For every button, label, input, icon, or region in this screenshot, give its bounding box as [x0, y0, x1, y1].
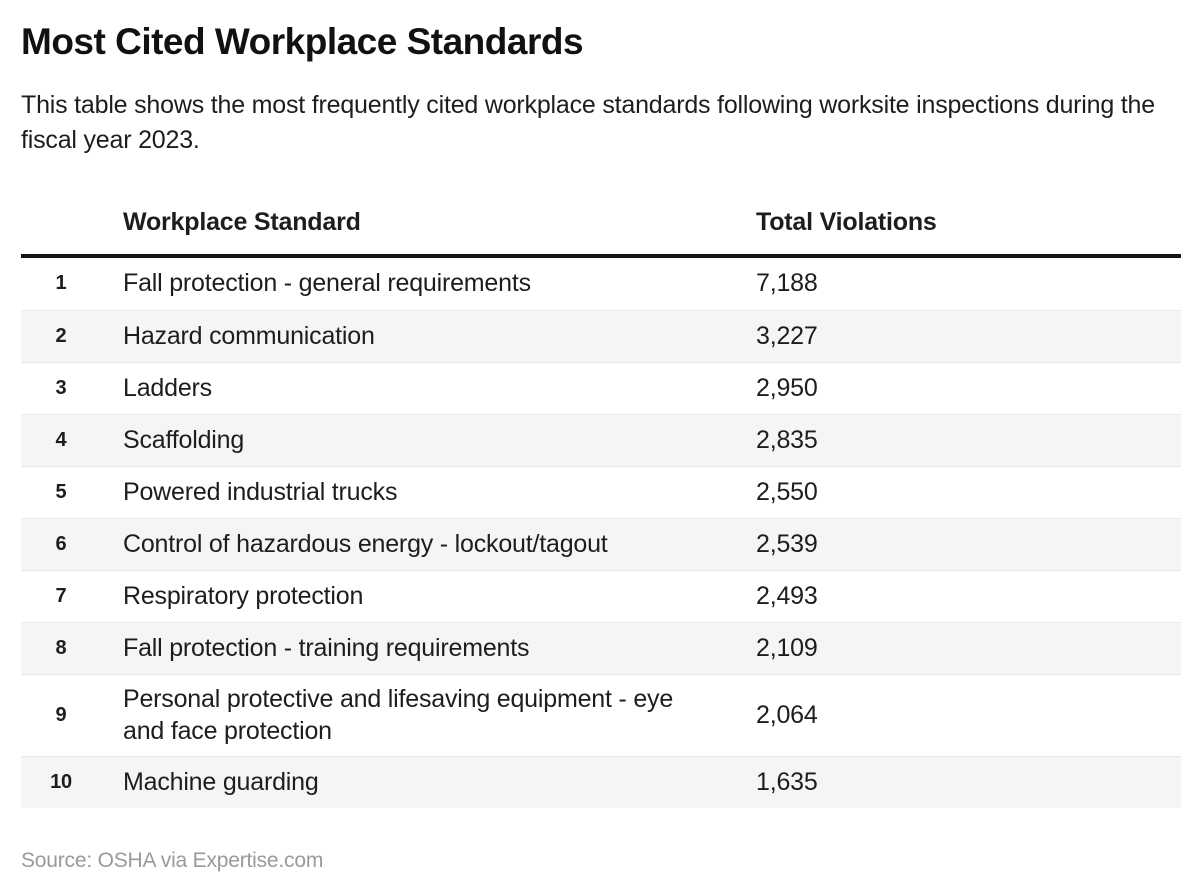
violations-cell: 3,227 [756, 321, 818, 350]
table-row: 3 Ladders 2,950 [21, 361, 1181, 414]
rank-cell: 2 [21, 325, 123, 348]
rank-value: 10 [50, 770, 72, 793]
table-header-row: Workplace Standard Total Violations [21, 208, 1181, 258]
rank-value: 1 [55, 272, 67, 295]
violations-cell: 2,835 [756, 425, 818, 454]
rank-value: 7 [55, 584, 67, 607]
rank-value: 4 [55, 428, 67, 451]
rank-cell: 3 [21, 377, 123, 400]
violations-cell: 2,493 [756, 581, 818, 610]
table-row: 10 Machine guarding 1,635 [21, 755, 1181, 808]
table-row: 2 Hazard communication 3,227 [21, 309, 1181, 362]
page-title: Most Cited Workplace Standards [21, 21, 584, 62]
table-row: 7 Respiratory protection 2,493 [21, 569, 1181, 622]
table-row: 5 Powered industrial trucks 2,550 [21, 465, 1181, 518]
standard-cell: Powered industrial trucks [123, 477, 398, 506]
violations-cell: 2,064 [756, 700, 818, 729]
violations-cell: 2,950 [756, 373, 818, 402]
violations-cell: 2,539 [756, 529, 818, 558]
rank-value: 3 [55, 376, 67, 399]
rank-value: 9 [55, 703, 67, 726]
table-row: 8 Fall protection - training requirement… [21, 621, 1181, 674]
violations-cell: 2,109 [756, 633, 818, 662]
table-row: 4 Scaffolding 2,835 [21, 413, 1181, 466]
standard-cell: Control of hazardous energy - lockout/ta… [123, 529, 608, 558]
standard-cell: Respiratory protection [123, 581, 364, 610]
standard-cell: Fall protection - training requirements [123, 633, 530, 662]
table-body: 1 Fall protection - general requirements… [21, 258, 1181, 808]
header-workplace-standard: Workplace Standard [123, 207, 361, 236]
standard-cell: Scaffolding [123, 425, 245, 454]
page-subtitle: This table shows the most frequently cit… [21, 90, 1155, 154]
rank-cell: 8 [21, 637, 123, 660]
header-total-violations: Total Violations [756, 207, 937, 236]
rank-cell: 6 [21, 533, 123, 556]
violations-table: Workplace Standard Total Violations 1 Fa… [21, 208, 1181, 808]
rank-cell: 10 [21, 771, 123, 794]
violations-cell: 1,635 [756, 767, 818, 796]
standard-cell: Machine guarding [123, 767, 319, 796]
standard-cell: Fall protection - general requirements [123, 269, 531, 298]
standard-cell: Ladders [123, 373, 212, 402]
table-row: 6 Control of hazardous energy - lockout/… [21, 517, 1181, 570]
violations-cell: 7,188 [756, 269, 818, 298]
standard-cell: Hazard communication [123, 321, 375, 350]
rank-value: 5 [55, 480, 67, 503]
standard-cell: Personal protective and lifesaving equip… [123, 684, 674, 746]
rank-value: 2 [55, 324, 67, 347]
violations-cell: 2,550 [756, 477, 818, 506]
rank-cell: 9 [21, 704, 123, 727]
rank-value: 6 [55, 532, 67, 555]
source-credit: Source: OSHA via Expertise.com [21, 848, 324, 872]
rank-cell: 5 [21, 481, 123, 504]
rank-value: 8 [55, 636, 67, 659]
rank-cell: 7 [21, 585, 123, 608]
table-row: 1 Fall protection - general requirements… [21, 258, 1181, 310]
rank-cell: 1 [21, 272, 123, 295]
rank-cell: 4 [21, 429, 123, 452]
table-row: 9 Personal protective and lifesaving equ… [21, 673, 1181, 756]
